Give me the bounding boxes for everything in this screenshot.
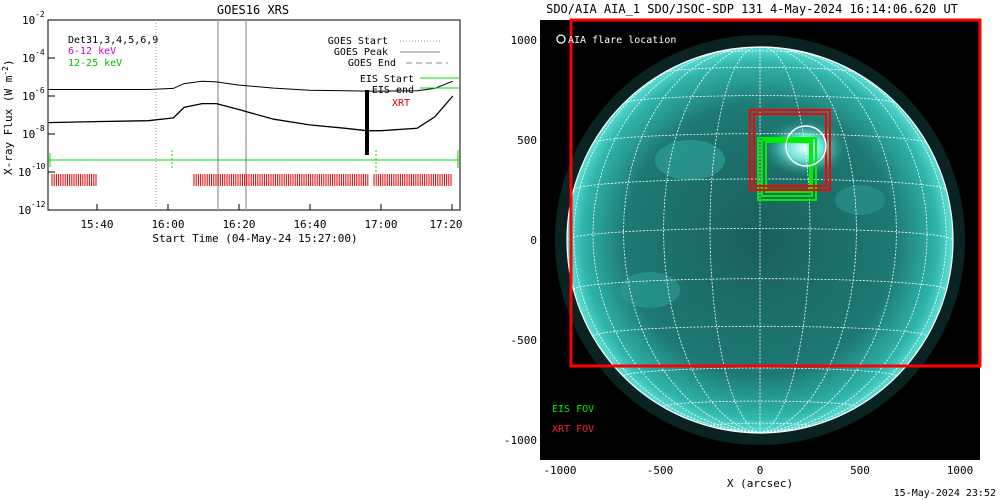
y-tick-exp: -4: [35, 48, 45, 57]
legend-eis-start: EIS Start: [360, 74, 414, 85]
y-tick-exp: -8: [35, 124, 45, 133]
band-high-label: 12-25 keV: [68, 58, 122, 69]
det-label: Det31,3,4,5,6,9: [68, 35, 158, 46]
aia-y-tick-label: 1000: [511, 34, 538, 47]
goes-y-ticks: 10 -2 10 -4 10 -6 10 -8 10 -10 10 -12: [18, 10, 55, 217]
flare-marker-icon: [556, 34, 566, 44]
aia-title: SDO/AIA AIA_1 SDO/JSOC-SDP 131 4-May-202…: [546, 2, 958, 16]
goes-series-line: [48, 80, 453, 92]
goes-xlabel: Start Time (04-May-24 15:27:00): [152, 232, 357, 245]
y-tick-label: 10: [22, 128, 35, 141]
xrt-fov-label: XRT FOV: [552, 424, 594, 435]
aia-x-tick-label: 0: [757, 464, 764, 477]
eis-fov-label: EIS FOV: [552, 404, 594, 415]
longitude-line: [759, 47, 947, 433]
aia-y-tick-label: 0: [530, 234, 537, 247]
limb: [566, 46, 954, 434]
y-tick-label: 10: [18, 204, 31, 217]
y-tick-label: 10: [22, 90, 35, 103]
x-tick-label: 16:20: [222, 218, 255, 231]
x-tick-label: 16:40: [293, 218, 326, 231]
aia-y-tick-label: -1000: [504, 434, 537, 447]
solar-grid: [567, 47, 953, 433]
longitude-line: [573, 47, 761, 433]
aia-y-tick-label: 500: [517, 134, 537, 147]
y-tick-label: 10: [22, 14, 35, 27]
goes-x-ticks: 15:40 16:00 16:20 16:40 17:00 17:20: [80, 204, 463, 231]
goes-ylabel: X-ray Flux (W m-2): [1, 59, 15, 175]
y-tick-label: 10: [22, 52, 35, 65]
eis-marks: [49, 150, 459, 172]
aia-x-ticks: -1000 -500 0 500 1000: [543, 464, 973, 477]
x-tick-label: 16:00: [151, 218, 184, 231]
aia-panel: SDO/AIA AIA_1 SDO/JSOC-SDP 131 4-May-202…: [504, 2, 982, 490]
footer-timestamp: 15-May-2024 23:52: [894, 488, 996, 499]
legend-goes-end: GOES End: [348, 58, 396, 69]
aia-xlabel: X (arcsec): [727, 477, 793, 490]
y-tick-exp: -10: [31, 162, 46, 171]
band-low-label: 6-12 keV: [68, 46, 116, 57]
goes-title: GOES16 XRS: [217, 3, 289, 17]
legend-xrt: XRT: [392, 98, 410, 109]
xrt-observation-ticks: [51, 174, 452, 186]
y-tick-exp: -2: [35, 10, 45, 19]
aia-y-tick-label: -500: [511, 334, 538, 347]
y-tick-label: 10: [18, 166, 31, 179]
y-tick-exp: -12: [31, 200, 46, 209]
flare-label: AIA flare location: [568, 35, 676, 46]
x-tick-label: 17:00: [364, 218, 397, 231]
latitude-line: [709, 422, 811, 427]
y-tick-exp: -6: [35, 86, 45, 95]
aia-x-tick-label: 500: [850, 464, 870, 477]
xrt-fov-large: [569, 18, 982, 368]
goes-curves: [47, 80, 454, 132]
aia-y-ticks: 1000 500 0 -500 -1000: [504, 34, 545, 447]
legend-eis-end: EIS end: [372, 85, 414, 96]
longitude-line: [759, 47, 928, 433]
goes-legend: GOES Start GOES Peak GOES End EIS Start …: [328, 36, 460, 109]
aia-x-tick-label: -1000: [543, 464, 576, 477]
x-tick-label: 17:20: [429, 218, 462, 231]
aia-x-tick-label: 1000: [947, 464, 974, 477]
flare-location-circle: [785, 125, 827, 167]
goes-plot-frame: [47, 19, 461, 211]
goes-panel: GOES16 XRS 10 -2 10 -4 10 -6 10 -8 10 -1…: [1, 3, 463, 245]
longitude-line: [592, 47, 761, 433]
legend-goes-start: GOES Start: [328, 36, 388, 47]
x-tick-label: 15:40: [80, 218, 113, 231]
goes-series-line: [47, 95, 454, 132]
legend-goes-peak: GOES Peak: [334, 47, 388, 58]
aia-x-tick-label: -500: [647, 464, 674, 477]
